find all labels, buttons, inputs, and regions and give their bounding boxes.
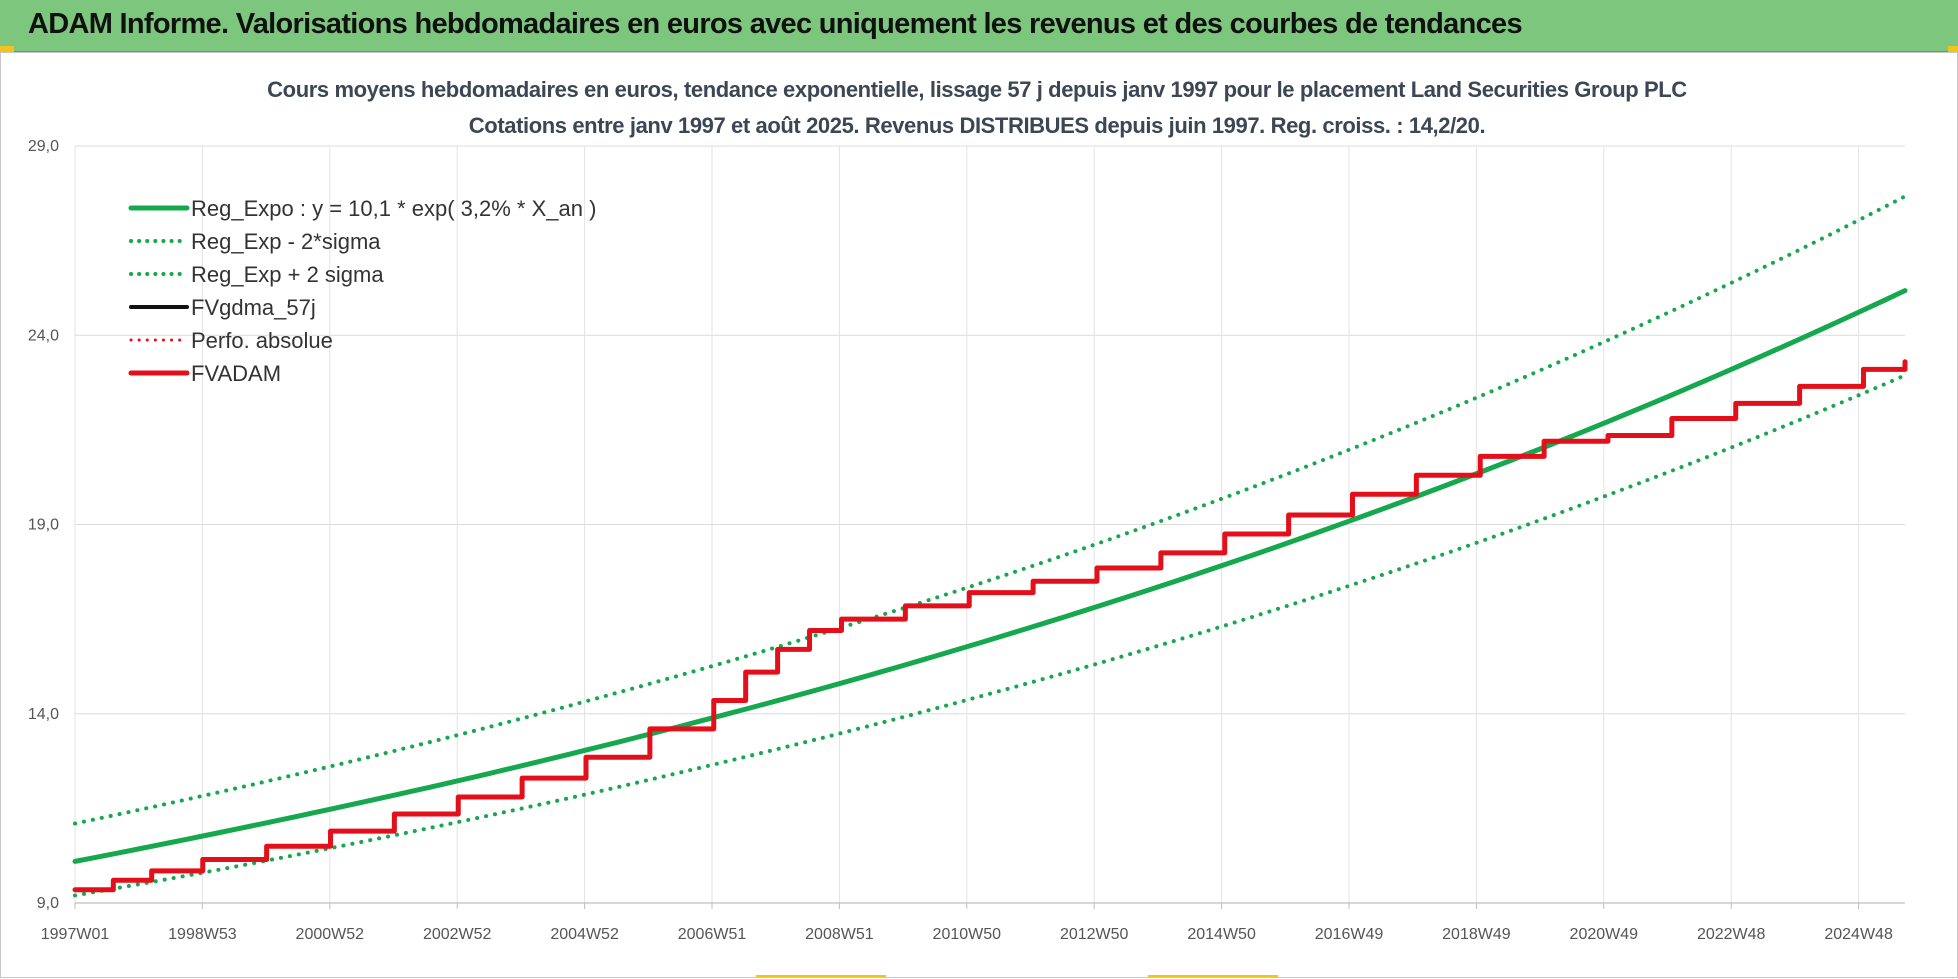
legend-label: Reg_Expo : y = 10,1 * exp( 3,2% * X_an ) [191,196,596,221]
legend-label: Reg_Exp - 2*sigma [191,229,381,254]
x-tick-label: 1997W01 [41,926,110,943]
x-tick-label: 2012W50 [1060,926,1129,943]
y-tick-label: 19,0 [28,517,59,534]
x-tick-label: 2022W48 [1697,926,1766,943]
x-tick-label: 2000W52 [296,926,365,943]
chart-title-line-2: Cotations entre janv 1997 et août 2025. … [469,113,1485,138]
series-line-5 [72,359,1908,893]
series-line-4 [73,360,1907,892]
chart-legend: Reg_Expo : y = 10,1 * exp( 3,2% * X_an )… [128,196,596,386]
x-tick-label: 2010W50 [933,926,1002,943]
corner-accent-right [1948,46,1958,52]
y-tick-label: 24,0 [28,327,59,344]
bottom-accent-2 [1148,975,1278,978]
corner-accent-left [0,46,14,52]
x-tick-label: 2014W50 [1187,926,1256,943]
x-tick-label: 2008W51 [805,926,874,943]
series-line-0 [72,288,1908,864]
chart-area: 9,0 14,0 19,0 24,0 29,0 1997W01 1998W53 2000W52… [0,52,1958,978]
y-tick-label: 9,0 [37,895,59,912]
x-tick-label: 2006W51 [678,926,747,943]
series-line-1 [73,373,1907,898]
legend-label: Reg_Exp + 2 sigma [191,262,384,287]
line-chart: 9,0 14,0 19,0 24,0 29,0 1997W01 1998W53 2000W52… [28,77,1908,943]
series-line-3 [73,359,1907,892]
x-tick-label: 1998W53 [168,926,237,943]
chart-title-line-1: Cours moyens hebdomadaires en euros, ten… [267,77,1687,102]
x-tick-label: 2024W48 [1824,926,1893,943]
x-tick-label: 2018W49 [1442,926,1511,943]
y-tick-label: 14,0 [28,706,59,723]
report-title: ADAM Informe. Valorisations hebdomadaire… [28,8,1523,40]
y-tick-label: 29,0 [28,138,59,155]
x-tick-label: 2016W49 [1315,926,1384,943]
report-header: ADAM Informe. Valorisations hebdomadaire… [0,0,1958,52]
series-line-2 [73,194,1907,826]
legend-label: Perfo. absolue [191,328,333,353]
legend-label: FVADAM [191,361,281,386]
x-tick-label: 2020W49 [1570,926,1639,943]
bottom-accent-1 [756,975,886,978]
legend-label: FVgdma_57j [191,295,316,320]
x-tick-label: 2004W52 [550,926,619,943]
x-tick-label: 2002W52 [423,926,492,943]
